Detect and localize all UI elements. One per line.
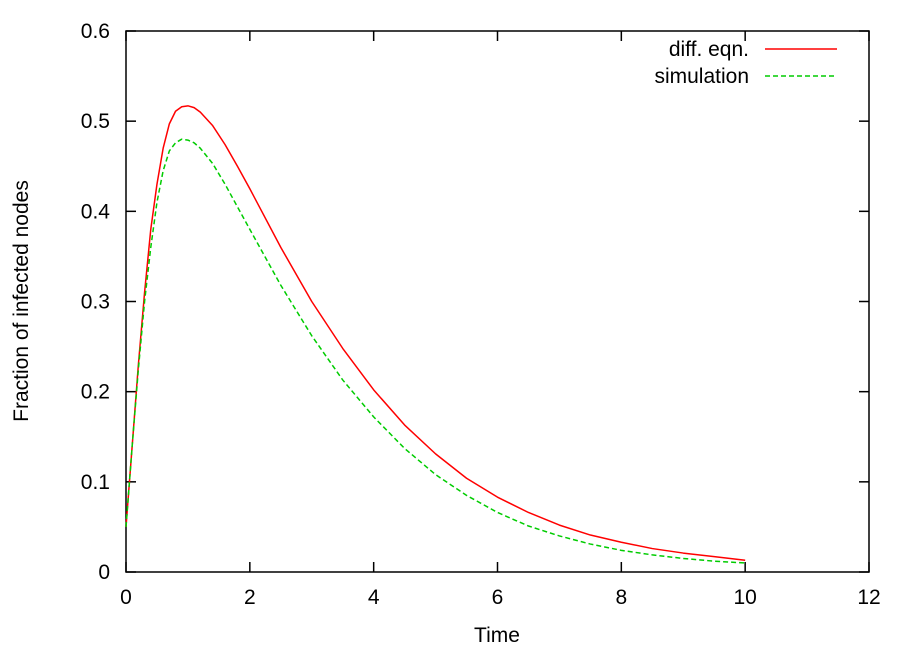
x-tick-label: 0 (120, 586, 132, 609)
plot-frame (125, 30, 870, 573)
legend-label: diff. eqn. (669, 38, 749, 61)
y-tick-label: 0 (98, 561, 110, 584)
x-tick-label: 2 (244, 586, 256, 609)
axis-ticks (125, 30, 870, 573)
y-tick-label: 0.1 (81, 471, 110, 494)
x-tick-label: 4 (368, 586, 380, 609)
series-layer (125, 105, 746, 564)
legend: diff. eqn. simulation (654, 38, 837, 88)
x-tick-label: 6 (492, 586, 504, 609)
x-axis-title: Time (474, 624, 520, 647)
x-tick-label: 12 (857, 586, 880, 609)
series-line-diff-eqn (125, 105, 746, 562)
y-axis-title: Fraction of infected nodes (10, 180, 33, 422)
y-tick-label: 0.3 (81, 291, 110, 314)
axis-tick-labels: 0 2 4 6 8 10 12 0 0.1 0.2 0.3 0.4 0.5 0.6 (81, 20, 881, 609)
x-tick-label: 10 (733, 586, 756, 609)
legend-label: simulation (654, 65, 749, 88)
x-tick-label: 8 (615, 586, 627, 609)
y-tick-label: 0.5 (81, 110, 110, 133)
y-tick-label: 0.4 (81, 200, 111, 223)
y-tick-label: 0.2 (81, 381, 110, 404)
series-line-simulation (125, 138, 746, 564)
y-tick-label: 0.6 (81, 20, 110, 43)
